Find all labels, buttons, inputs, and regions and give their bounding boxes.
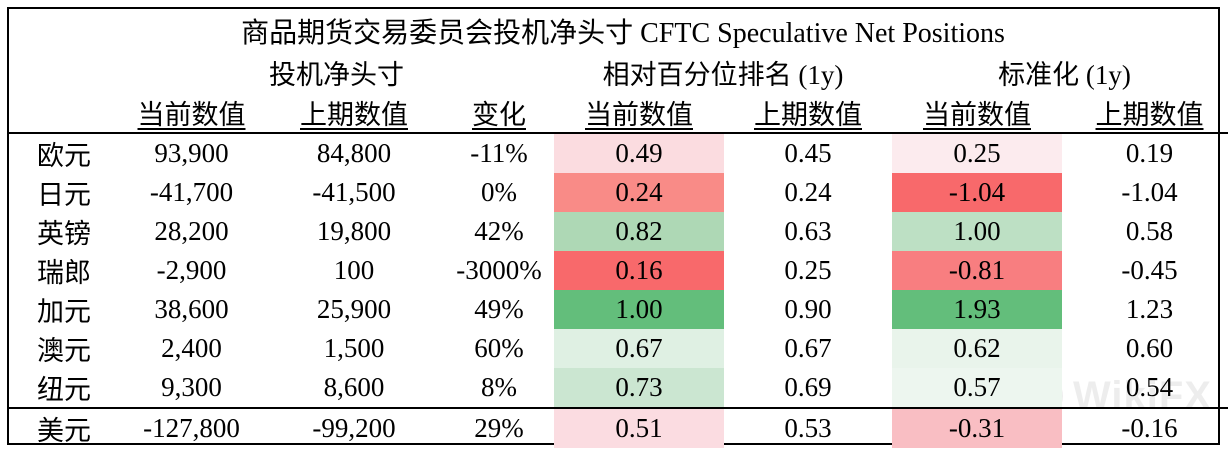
spec-current-value: 2,400 (161, 333, 222, 363)
spec-previous-value: 1,500 (323, 333, 385, 363)
percentile-current-value: 0.51 (554, 407, 724, 448)
group-relative-percentile-rank: 相对百分位排名 (1y) (602, 60, 844, 90)
normalized-previous-value: -0.16 (1062, 407, 1228, 448)
header-normalized-previous: 上期数值 (1062, 92, 1228, 134)
percentile-current-value: 0.82 (554, 212, 724, 251)
table-sheet: 商品期货交易委员会投机净头寸 CFTC Speculative Net Posi… (7, 7, 1228, 448)
spec-previous-value: -99,200 (264, 407, 444, 448)
percentile-current-value: 0.49 (554, 133, 724, 173)
percentile-previous-value: 0.67 (784, 333, 832, 363)
normalized-previous-value: -1.04 (1121, 177, 1178, 207)
spec-current-value: -41,700 (149, 177, 234, 207)
column-group-row: 投机净头寸 相对百分位排名 (1y) 标准化 (1y) (9, 53, 1228, 92)
currency-label: 日元 (37, 180, 91, 210)
spec-previous-value: 25,900 (316, 294, 392, 324)
normalized-current-value: -0.81 (892, 251, 1062, 290)
spec-previous-value: 8,600 (323, 372, 385, 402)
change-value: 29% (444, 407, 554, 448)
table-row: 日元 -41,700 -41,500 0% 0.24 0.24 -1.04 -1.04 (9, 173, 1228, 212)
spec-current-value: 38,600 (154, 294, 229, 324)
normalized-current-value: 1.93 (892, 290, 1062, 329)
table-body: 欧元 93,900 84,800 -11% 0.49 0.45 0.25 0.19 日元 -41,… (9, 133, 1228, 448)
normalized-previous-value: 1.23 (1125, 294, 1174, 324)
normalized-previous-value: 0.19 (1125, 138, 1174, 168)
percentile-current-value: 0.24 (554, 173, 724, 212)
percentile-previous-value: 0.90 (784, 294, 832, 324)
header-normalized-current: 当前数值 (892, 92, 1062, 134)
normalized-current-value: -0.31 (892, 407, 1062, 448)
percentile-previous-value: 0.69 (784, 372, 832, 402)
table-row: 欧元 93,900 84,800 -11% 0.49 0.45 0.25 0.19 (9, 133, 1228, 173)
table-title: 商品期货交易委员会投机净头寸 CFTC Speculative Net Posi… (241, 18, 1005, 49)
table-row: 澳元 2,400 1,500 60% 0.67 0.67 0.62 0.60 (9, 329, 1228, 368)
normalized-previous-value: -0.45 (1121, 255, 1178, 285)
column-header-row: 当前数值 上期数值 变化 当前数值 上期数值 当前数值 上期数值 (9, 92, 1228, 134)
currency-label: 加元 (37, 297, 91, 327)
title-row: 商品期货交易委员会投机净头寸 CFTC Speculative Net Posi… (9, 9, 1228, 53)
table-row: 纽元 9,300 8,600 8% 0.73 0.69 0.57 0.54 (9, 368, 1228, 408)
table-row: 加元 38,600 25,900 49% 1.00 0.90 1.93 1.23 (9, 290, 1228, 329)
spec-current-value: -127,800 (119, 407, 264, 448)
spec-previous-value: 84,800 (316, 138, 392, 168)
percentile-current-value: 1.00 (554, 290, 724, 329)
table-row: 美元 -127,800 -99,200 29% 0.51 0.53 -0.31 -0.16 (9, 407, 1228, 448)
header-spacer (9, 92, 119, 134)
normalized-current-value: 0.62 (892, 329, 1062, 368)
change-value: 8% (481, 372, 517, 402)
header-percentile-current: 当前数值 (554, 92, 724, 134)
percentile-previous-value: 0.63 (784, 216, 832, 246)
change-value: 42% (474, 216, 524, 246)
currency-label: 瑞郎 (37, 258, 91, 288)
spec-current-value: -2,900 (156, 255, 227, 285)
spec-current-value: 93,900 (154, 138, 229, 168)
change-value: -11% (470, 138, 528, 168)
percentile-previous-value: 0.45 (784, 138, 832, 168)
group-spacer (9, 53, 119, 92)
header-percentile-previous: 上期数值 (724, 92, 892, 134)
normalized-current-value: 0.57 (892, 368, 1062, 408)
percentile-current-value: 0.73 (554, 368, 724, 408)
percentile-previous-value: 0.24 (784, 177, 832, 207)
change-value: 49% (474, 294, 524, 324)
currency-label: 美元 (9, 407, 119, 448)
spec-current-value: 28,200 (154, 216, 229, 246)
percentile-previous-value: 0.53 (724, 407, 892, 448)
percentile-current-value: 0.16 (554, 251, 724, 290)
normalized-previous-value: 0.54 (1125, 372, 1174, 402)
table-row: 瑞郎 -2,900 100 -3000% 0.16 0.25 -0.81 -0.45 (9, 251, 1228, 290)
header-change: 变化 (444, 92, 554, 134)
spec-previous-value: -41,500 (312, 177, 396, 207)
change-value: 0% (481, 177, 517, 207)
group-speculative-net-positions: 投机净头寸 (269, 60, 404, 90)
normalized-previous-value: 0.58 (1125, 216, 1174, 246)
percentile-current-value: 0.67 (554, 329, 724, 368)
table-row: 英镑 28,200 19,800 42% 0.82 0.63 1.00 0.58 (9, 212, 1228, 251)
header-spec-current: 当前数值 (119, 92, 264, 134)
currency-label: 欧元 (37, 141, 91, 171)
currency-label: 澳元 (37, 336, 91, 366)
group-normalized: 标准化 (1y) (998, 60, 1131, 90)
normalized-current-value: 0.25 (892, 133, 1062, 173)
normalized-current-value: 1.00 (892, 212, 1062, 251)
currency-label: 纽元 (37, 375, 91, 405)
spec-previous-value: 19,800 (316, 216, 392, 246)
change-value: -3000% (456, 255, 542, 285)
currency-label: 英镑 (37, 219, 91, 249)
spec-previous-value: 100 (333, 255, 375, 285)
normalized-previous-value: 0.60 (1125, 333, 1174, 363)
header-spec-previous: 上期数值 (264, 92, 444, 134)
spec-current-value: 9,300 (161, 372, 222, 402)
percentile-previous-value: 0.25 (784, 255, 832, 285)
cftc-table: 商品期货交易委员会投机净头寸 CFTC Speculative Net Posi… (9, 9, 1228, 448)
change-value: 60% (474, 333, 524, 363)
normalized-current-value: -1.04 (892, 173, 1062, 212)
